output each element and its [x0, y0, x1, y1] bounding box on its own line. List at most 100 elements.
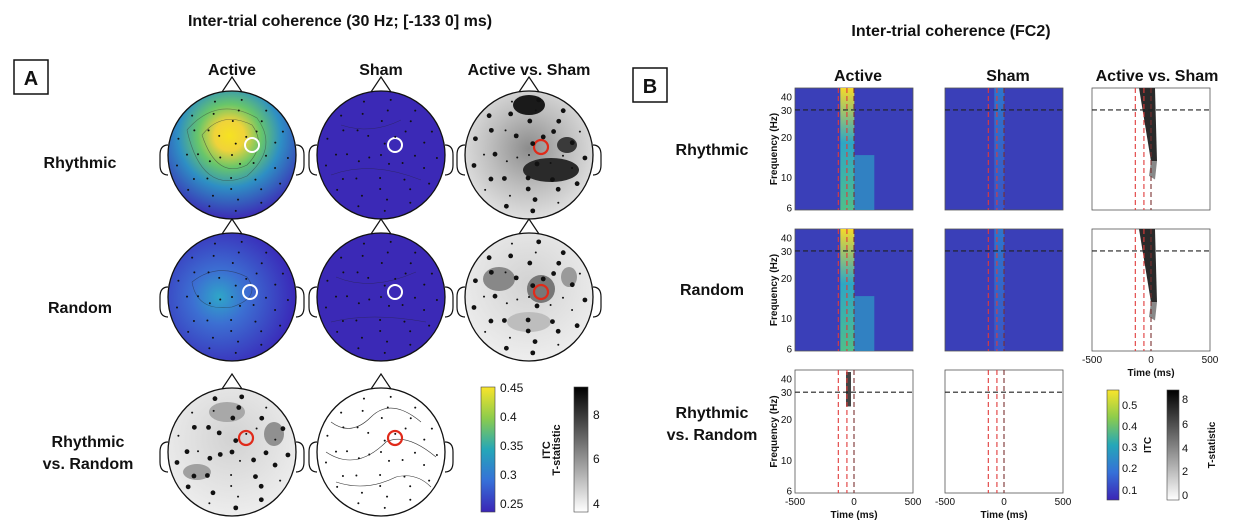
electrode-dot [324, 461, 327, 464]
electrode-dot [483, 153, 486, 156]
col-label-b-sham: Sham [986, 68, 1030, 85]
electrode-dot [536, 239, 542, 245]
row-label-b-rhythmic-vs-random-2: vs. Random [667, 427, 758, 444]
electrode-dot [355, 319, 358, 322]
tf-cell-white: -500 0 500 Time (ms) [935, 369, 1072, 521]
electrode-dot [212, 112, 215, 115]
electrode-dot [357, 160, 360, 163]
cb-b-t-tick-2: 4 [1182, 443, 1188, 455]
topo-random-active [159, 217, 305, 362]
tf-xtick: 500 [905, 497, 922, 508]
electrode-dot [213, 242, 216, 245]
electrode-dot [219, 298, 222, 301]
electrode-dot [413, 451, 416, 454]
electrode-dot [560, 250, 566, 256]
electrode-dot [177, 434, 180, 437]
tf-ytick: 10 [781, 173, 793, 184]
electrode-dot [386, 340, 389, 343]
electrode-dot [428, 479, 431, 482]
electrode-dot [237, 109, 240, 112]
electrode-dot [341, 320, 344, 323]
electrode-dot [367, 276, 370, 279]
tf-ylabel: Frequency (Hz) [769, 395, 780, 467]
colorbar-itc-a: 0.45 0.4 0.35 0.3 0.25 ITC [480, 381, 553, 513]
electrode-dot [211, 194, 214, 197]
electrode-dot [346, 153, 349, 156]
electrode-dot [219, 156, 222, 159]
tf-cell-white: Frequency (Hz)40 30 20 10 6-500 0 500 Time (ms) [769, 369, 922, 521]
electrode-dot [561, 296, 564, 299]
electrode-dot [504, 129, 507, 132]
electrode-dot [324, 164, 327, 167]
electrode-dot [326, 434, 329, 437]
electrode-dot [367, 431, 370, 434]
electrode-dot [260, 343, 263, 346]
electrode-dot [187, 330, 190, 333]
electrode-dot [551, 129, 557, 134]
electrode-dot [324, 306, 327, 309]
electrode-dot [239, 304, 242, 307]
electrode-dot [326, 137, 329, 140]
electrode-dot [389, 98, 392, 101]
topo-rhythmic-active [159, 75, 305, 220]
electrode-dot [361, 254, 364, 257]
tf-ytick: 10 [781, 314, 793, 325]
electrode-dot [414, 109, 417, 112]
electrode-dot [342, 129, 345, 132]
electrode-dot [560, 108, 566, 114]
electrode-dot [501, 176, 507, 181]
electrode-dot [557, 343, 560, 346]
tf-ytick: 40 [781, 375, 793, 386]
electrode-dot [346, 295, 349, 298]
electrode-dot [578, 130, 581, 133]
electrode-dot [423, 283, 426, 286]
cb-a-itc-tick-4: 0.25 [500, 497, 524, 511]
electrode-dot [230, 176, 233, 179]
electrode-dot [403, 178, 406, 181]
electrode-dot [192, 320, 195, 323]
cb-a-itc-tick-1: 0.4 [500, 410, 517, 424]
electrode-dot [540, 276, 546, 282]
electrode-dot [530, 350, 536, 356]
electrode-dot [388, 304, 391, 307]
electrode-dot [234, 142, 237, 145]
tf-cell-sham [944, 228, 1064, 352]
tf-xtick: -500 [1082, 355, 1102, 366]
cb-b-itc-tick-1: 0.4 [1122, 421, 1137, 433]
electrode-dot [492, 151, 498, 157]
electrode-dot [239, 459, 242, 462]
tf-ytick: 20 [781, 133, 793, 144]
electrode-dot [340, 114, 343, 117]
cb-b-t-tick-3: 2 [1182, 466, 1188, 478]
electrode-dot [207, 271, 210, 274]
electrode-dot [265, 109, 268, 112]
electrode-dot [383, 142, 386, 145]
tf-sig-cluster [846, 372, 851, 407]
electrode-dot [530, 208, 536, 214]
electrode-dot [274, 283, 277, 286]
electrode-dot [245, 135, 248, 138]
electrode-dot [430, 272, 433, 275]
electrode-dot [527, 118, 533, 124]
electrode-dot [207, 129, 210, 132]
electrode-dot [342, 271, 345, 274]
electrode-dot [218, 276, 221, 279]
electrode-dot [357, 302, 360, 305]
electrode-dot [508, 194, 511, 197]
electrode-dots [174, 97, 588, 511]
electrode-dot [488, 176, 494, 182]
cb-a-t-tick-0: 8 [593, 408, 600, 422]
electrode-dot [486, 113, 492, 119]
cb-b-t-tick-4: 0 [1182, 490, 1188, 502]
electrode-dot [508, 111, 514, 117]
row-label-b-rhythmic: Rhythmic [676, 142, 749, 159]
electrode-dot [245, 277, 248, 280]
electrode-dot [505, 160, 508, 163]
electrode-dot [346, 450, 349, 453]
electrode-dot [484, 188, 487, 191]
electrode-dot [208, 205, 211, 208]
electrode-dot [213, 100, 216, 103]
electrode-dot [239, 394, 245, 400]
electrode-dot [230, 318, 233, 321]
electrode-dot [488, 127, 494, 133]
